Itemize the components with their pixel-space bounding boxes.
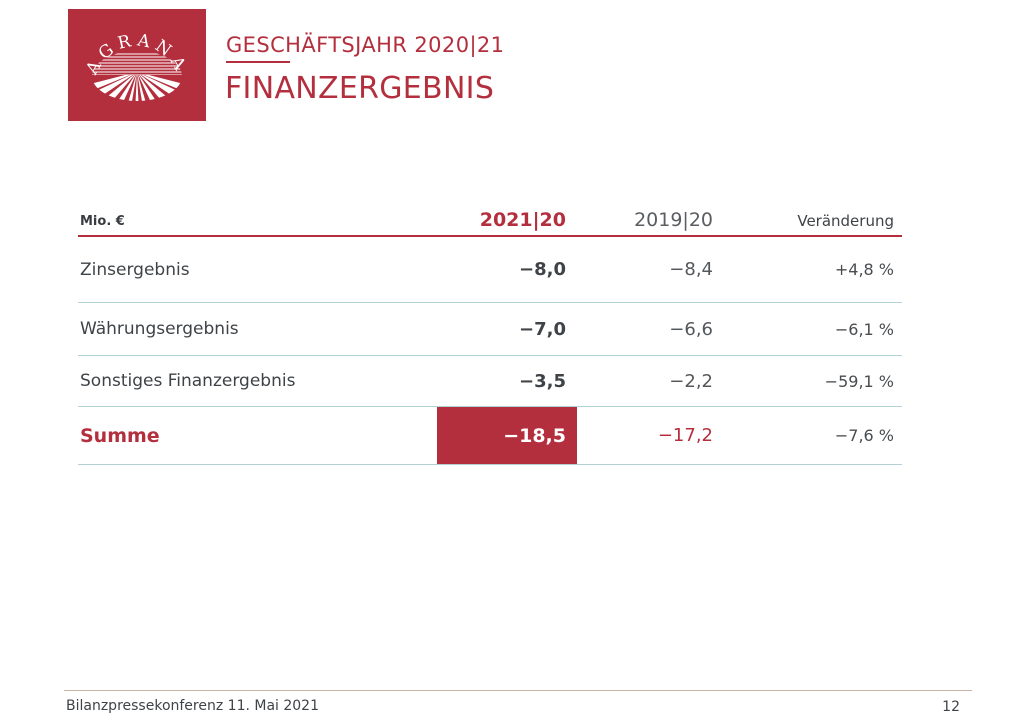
value-previous: −2,2 — [669, 370, 713, 392]
table-row-zinsergebnis: Zinsergebnis −8,0 −8,4 +4,8 % — [78, 237, 902, 303]
row-label: Sonstiges Finanzergebnis — [80, 371, 296, 391]
value-change: −6,1 % — [834, 319, 894, 339]
table-row-summe: Summe −18,5 −17,2 −7,6 % — [78, 407, 902, 465]
footer-caption: Bilanzpressekonferenz 11. Mai 2021 — [66, 698, 319, 714]
value-current: −8,0 — [519, 259, 566, 280]
agrana-logo-graphic: AGRANA — [68, 9, 206, 121]
agrana-logo: AGRANA — [68, 9, 206, 121]
value-change: +4,8 % — [834, 260, 894, 279]
footer-divider — [64, 690, 972, 691]
table-row-waehrungsergebnis: Währungsergebnis −7,0 −6,6 −6,1 % — [78, 303, 902, 356]
row-label: Summe — [80, 424, 160, 447]
row-label: Zinsergebnis — [80, 259, 190, 280]
slide-kicker: GESCHÄFTSJAHR 2020|21 — [226, 33, 505, 57]
row-label: Währungsergebnis — [80, 319, 239, 339]
logo-background — [68, 9, 206, 121]
page-number: 12 — [942, 699, 960, 715]
value-current: −3,5 — [519, 370, 566, 392]
kicker-underline — [226, 61, 290, 63]
value-previous: −17,2 — [657, 425, 713, 446]
unit-label: Mio. € — [80, 214, 125, 229]
financial-results-table: Mio. € 2021|20 2019|20 Veränderung Zinse… — [78, 200, 902, 465]
table-header-row: Mio. € 2021|20 2019|20 Veränderung — [78, 200, 902, 237]
column-header-change: Veränderung — [797, 212, 894, 230]
table-row-sonstiges-finanzergebnis: Sonstiges Finanzergebnis −3,5 −2,2 −59,1… — [78, 356, 902, 407]
column-header-current-year: 2021|20 — [479, 209, 566, 231]
value-previous: −6,6 — [669, 318, 713, 340]
value-previous: −8,4 — [669, 259, 713, 280]
value-current-highlighted: −18,5 — [437, 407, 577, 464]
value-current: −7,0 — [519, 318, 566, 340]
value-change: −59,1 % — [824, 371, 894, 391]
value-change: −7,6 % — [834, 426, 894, 445]
page-title: FINANZERGEBNIS — [225, 71, 495, 106]
column-header-previous-year: 2019|20 — [634, 209, 713, 231]
